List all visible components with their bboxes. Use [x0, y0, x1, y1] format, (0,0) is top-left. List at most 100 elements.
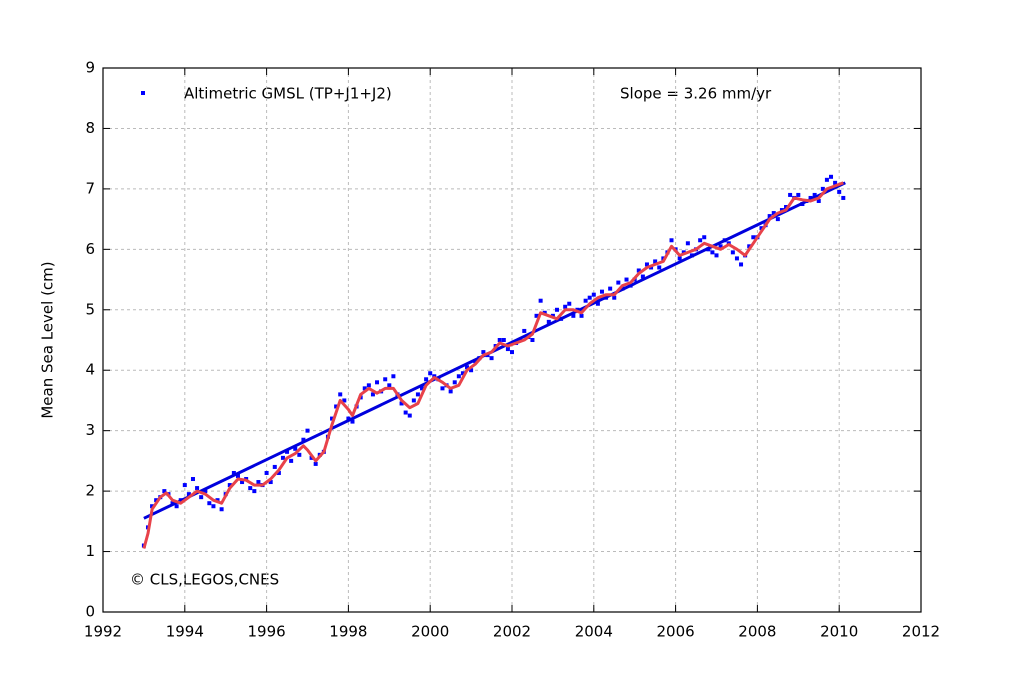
data-point	[150, 504, 155, 509]
data-point	[383, 377, 388, 382]
data-point	[677, 256, 682, 261]
x-tick-label: 2008	[738, 623, 776, 641]
data-point	[231, 470, 236, 475]
legend: Altimetric GMSL (TP+J1+J2)	[141, 85, 392, 103]
x-tick-label: 1992	[84, 623, 122, 641]
data-point	[162, 489, 167, 494]
data-point	[411, 398, 416, 403]
data-point	[289, 458, 294, 463]
data-point	[186, 492, 191, 497]
data-point	[612, 295, 617, 300]
data-point	[714, 253, 719, 258]
x-tick-label: 2004	[575, 623, 613, 641]
data-point	[456, 374, 461, 379]
data-point	[812, 192, 817, 197]
data-point	[505, 347, 510, 352]
data-point	[305, 428, 310, 433]
y-tick-label: 3	[85, 421, 95, 439]
x-tick-label: 1996	[248, 623, 286, 641]
data-point	[469, 368, 474, 373]
data-point	[546, 319, 551, 324]
data-point	[272, 464, 277, 469]
data-point	[579, 313, 584, 318]
data-point	[190, 477, 195, 482]
data-point	[841, 195, 846, 200]
data-point	[698, 238, 703, 243]
data-point	[824, 177, 829, 182]
data-point	[608, 286, 613, 291]
data-point	[489, 356, 494, 361]
data-point	[616, 280, 621, 285]
data-point	[399, 401, 404, 406]
data-point	[199, 495, 204, 500]
data-point	[718, 244, 723, 249]
data-point	[833, 180, 838, 185]
data-point	[387, 383, 392, 388]
data-point	[591, 292, 596, 297]
data-point	[563, 304, 568, 309]
data-point	[571, 313, 576, 318]
data-point	[342, 398, 347, 403]
data-point	[816, 198, 821, 203]
data-point	[751, 235, 756, 240]
data-point	[428, 371, 433, 376]
data-point	[346, 416, 351, 421]
data-point	[334, 404, 339, 409]
x-tick-label: 1994	[166, 623, 204, 641]
data-point	[313, 461, 318, 466]
data-point	[640, 274, 645, 279]
x-tick-label: 2010	[820, 623, 858, 641]
data-point	[350, 419, 355, 424]
data-point	[211, 504, 216, 509]
data-point	[747, 244, 752, 249]
data-point	[771, 211, 776, 216]
data-point	[796, 192, 801, 197]
data-point	[276, 470, 281, 475]
data-point	[227, 483, 232, 488]
data-point	[702, 235, 707, 240]
data-point	[481, 350, 486, 355]
data-point	[734, 256, 739, 261]
x-tick-label: 1998	[329, 623, 367, 641]
x-tick-label: 2000	[411, 623, 449, 641]
data-point	[644, 262, 649, 267]
data-point	[829, 174, 834, 179]
data-point	[820, 186, 825, 191]
data-point	[285, 449, 290, 454]
data-point	[653, 259, 658, 264]
data-point	[362, 386, 367, 391]
data-point	[775, 217, 780, 222]
data-point	[583, 298, 588, 303]
data-point	[501, 338, 506, 342]
data-point	[219, 507, 224, 512]
data-point	[264, 470, 269, 475]
data-point	[420, 386, 425, 391]
y-tick-label: 8	[85, 119, 95, 137]
data-point	[767, 214, 772, 219]
data-point	[195, 486, 200, 491]
data-point	[788, 192, 793, 197]
data-point	[538, 298, 543, 303]
data-point	[759, 226, 764, 231]
data-point	[636, 268, 641, 273]
y-tick-label: 1	[85, 542, 95, 560]
data-point	[440, 386, 445, 391]
data-line	[142, 181, 844, 549]
data-point	[407, 413, 412, 418]
legend-label: Altimetric GMSL (TP+J1+J2)	[184, 85, 392, 103]
data-point	[837, 189, 842, 194]
data-point	[330, 416, 335, 421]
data-point	[154, 498, 159, 503]
data-point	[280, 455, 285, 460]
data-point	[366, 383, 371, 388]
copyright-annotation: © CLS,LEGOS,CNES	[130, 571, 279, 589]
y-tick-label: 4	[85, 361, 95, 379]
y-tick-label: 9	[85, 59, 95, 77]
data-point	[293, 446, 298, 451]
data-point	[599, 289, 604, 294]
data-point	[297, 452, 302, 457]
data-point	[375, 380, 380, 385]
data-point	[338, 392, 343, 397]
x-tick-label: 2012	[902, 623, 940, 641]
